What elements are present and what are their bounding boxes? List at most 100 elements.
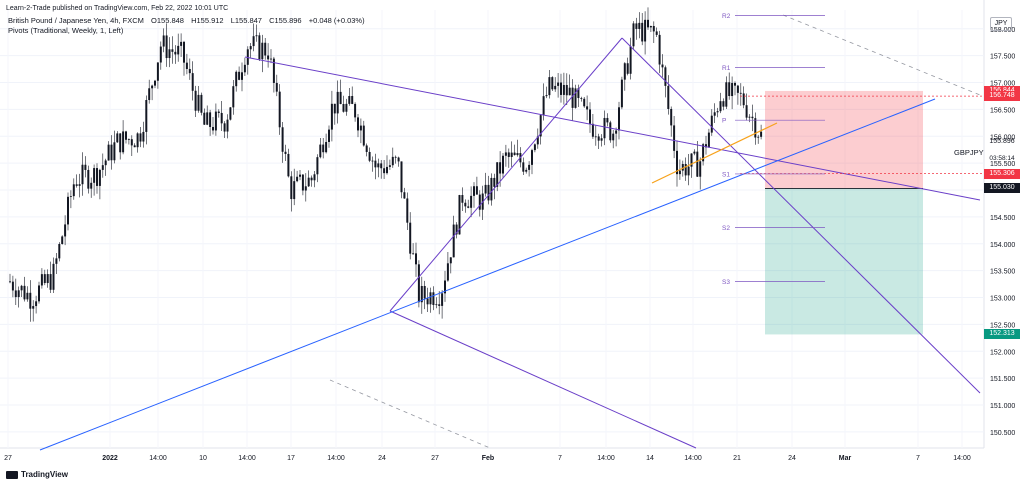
candle-body (391, 156, 394, 166)
pivot-label: P (722, 118, 726, 125)
candle-body (301, 174, 304, 191)
price-axis: 158.000157.500157.000156.500156.000155.5… (990, 27, 1015, 437)
candle-body (191, 73, 194, 91)
candle-body (612, 133, 615, 141)
candle-body (412, 253, 415, 255)
tradingview-footer[interactable]: TradingView (6, 470, 68, 479)
candle-body (90, 182, 93, 189)
candle-body (252, 36, 255, 47)
candle-body (362, 125, 365, 146)
rising-leg-line (389, 37, 623, 312)
candle-body (574, 88, 577, 108)
candle-body (487, 184, 490, 201)
candle-body (707, 132, 710, 148)
pivot-levels: R2 R1 P S1 S2 S3 (722, 13, 825, 286)
candle-body (748, 116, 751, 118)
candle-body (142, 131, 145, 142)
candle-body (702, 144, 705, 162)
candle-body (493, 177, 496, 187)
descending-channel-upper (244, 56, 981, 201)
candle-body (93, 168, 96, 183)
price-tag: 155.306 (984, 168, 1020, 179)
candle-body (678, 170, 681, 175)
dashed-parallel-lower (329, 379, 491, 449)
price-tag: 156.748 (984, 91, 1020, 102)
bar-timer: 03:58:14 (989, 155, 1015, 162)
legend-symbol[interactable]: British Pound / Japanese Yen, 4h, FXCM (8, 16, 144, 25)
candle-body (139, 133, 142, 142)
candle-body (200, 94, 203, 113)
time-axis: 27 2022 14:00 10 14:00 17 14:00 24 27 Feb 7 14:00 14… (4, 455, 971, 462)
candle-body (17, 290, 20, 298)
y-tick-label: 154.500 (990, 215, 1015, 222)
candle-body (502, 155, 504, 174)
candle-body (319, 144, 322, 158)
candle-body (676, 150, 678, 175)
published-line: Learn-2-Trade published on TradingView.c… (6, 5, 229, 12)
candle-body (528, 164, 531, 170)
candle-body (32, 306, 35, 309)
candle-body (467, 206, 470, 208)
y-tick-label: 157.000 (990, 81, 1015, 88)
candle-body (478, 194, 481, 210)
x-tick-label: 14:00 (684, 455, 702, 462)
candle-body (374, 160, 377, 168)
candle-body (249, 46, 252, 50)
candle-body (568, 87, 571, 96)
candle-body (542, 96, 545, 116)
candle-body (145, 100, 148, 132)
pitchfork-median (621, 37, 981, 394)
candle-body (290, 176, 293, 200)
candle-body (475, 186, 478, 195)
x-tick-label: Mar (839, 455, 852, 462)
candle-body (507, 152, 510, 157)
candle-body (336, 91, 339, 114)
candle-body (162, 35, 165, 47)
candle-body (328, 129, 330, 142)
currency-button[interactable]: JPY (990, 17, 1012, 31)
pivot-label: S1 (722, 171, 730, 178)
candle-body (597, 136, 600, 141)
candle-body (258, 35, 261, 60)
y-tick-label: 154.000 (990, 242, 1015, 249)
legend-indicator[interactable]: Pivots (Traditional, Weekly, 1, Left) (8, 26, 124, 35)
candle-body (55, 258, 58, 264)
x-tick-label: 14 (646, 455, 654, 462)
candle-body (359, 125, 362, 131)
candle-body (513, 152, 516, 156)
candle-body (484, 184, 487, 194)
candle-body (647, 19, 649, 28)
candle-body (81, 164, 84, 185)
candle-body (554, 85, 557, 90)
candle-body (214, 111, 217, 131)
candle-body (293, 181, 296, 200)
candle-body (43, 274, 46, 284)
candle-body (638, 22, 641, 29)
candle-body (377, 163, 380, 168)
candle-body (673, 125, 676, 151)
candle-body (35, 301, 38, 307)
candle-body (330, 103, 333, 130)
candle-body (272, 58, 275, 83)
legend-close: C155.896 (269, 16, 302, 25)
candle-body (270, 58, 272, 60)
x-tick-label: 14:00 (149, 455, 167, 462)
candle-body (400, 161, 403, 193)
candle-body (623, 63, 626, 80)
candle-body (444, 280, 446, 294)
candle-body (180, 41, 183, 46)
x-tick-label: 24 (378, 455, 386, 462)
candle-body (557, 82, 560, 86)
x-tick-label: 27 (431, 455, 439, 462)
candle-body (760, 131, 763, 137)
candle-body (649, 26, 652, 28)
candle-body (525, 169, 528, 172)
candle-body (490, 177, 493, 201)
legend-low: L155.847 (230, 16, 262, 25)
y-tick-label: 151.000 (990, 403, 1015, 410)
candle-body (397, 157, 400, 162)
candle-body (87, 169, 90, 189)
candle-body (745, 105, 748, 118)
candle-body (713, 112, 716, 116)
